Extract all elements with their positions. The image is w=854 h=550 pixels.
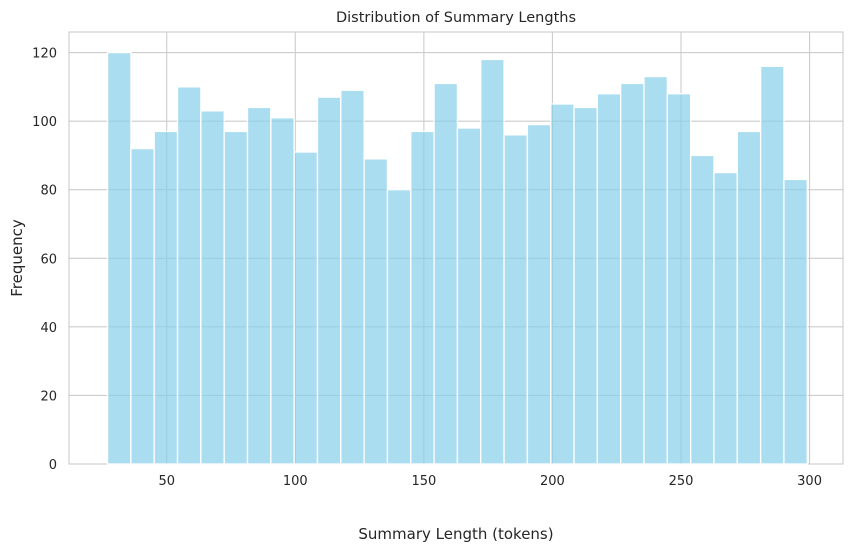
- histogram-bar: [596, 93, 622, 465]
- histogram-bar: [620, 82, 645, 465]
- histogram-bars: [106, 51, 808, 465]
- chart-title: Distribution of Summary Lengths: [336, 10, 576, 26]
- histogram-bar: [363, 158, 389, 465]
- histogram-bar: [433, 82, 459, 465]
- histogram-bar: [550, 103, 575, 465]
- x-axis-ticks: 50 100 150 200 250 300: [158, 474, 822, 489]
- y-tick-label: 120: [32, 47, 57, 62]
- histogram-bar: [643, 75, 668, 465]
- y-tick-label: 0: [49, 458, 57, 473]
- x-tick-label: 50: [158, 474, 175, 489]
- histogram-bar: [106, 51, 132, 465]
- y-tick-label: 80: [40, 184, 57, 199]
- histogram-bar: [526, 123, 552, 465]
- histogram-bar: [223, 130, 249, 465]
- histogram-bar: [456, 127, 482, 465]
- x-tick-label: 200: [540, 474, 565, 489]
- x-tick-label: 100: [283, 474, 308, 489]
- x-tick-label: 150: [411, 474, 436, 489]
- histogram-bar: [270, 117, 295, 465]
- histogram-bar: [153, 130, 179, 465]
- histogram-bar: [246, 106, 272, 465]
- histogram-bar: [736, 130, 762, 465]
- y-tick-label: 20: [40, 389, 57, 404]
- histogram-bar: [666, 93, 692, 465]
- histogram-bar: [386, 189, 412, 465]
- histogram-bar: [293, 151, 319, 465]
- histogram-bar: [573, 106, 599, 465]
- histogram-bar: [316, 96, 342, 465]
- histogram-bar: [176, 86, 202, 465]
- histogram-bar: [480, 58, 505, 465]
- y-axis-ticks: 0 20 40 60 80 100 120: [32, 47, 57, 473]
- histogram-bar: [689, 154, 715, 465]
- histogram-bar: [340, 89, 365, 465]
- y-tick-label: 100: [32, 115, 57, 130]
- histogram-bar: [200, 110, 225, 465]
- histogram-bar: [503, 134, 529, 465]
- y-axis-label: Frequency: [8, 219, 26, 297]
- x-tick-label: 300: [797, 474, 822, 489]
- histogram-bar: [410, 130, 435, 465]
- histogram-bar: [783, 178, 808, 465]
- histogram-bar: [130, 147, 155, 465]
- histogram-bar: [759, 65, 785, 465]
- y-tick-label: 60: [40, 252, 57, 267]
- histogram-bar: [713, 171, 738, 465]
- x-tick-label: 250: [669, 474, 694, 489]
- x-axis-label: Summary Length (tokens): [358, 525, 553, 543]
- y-tick-label: 40: [40, 321, 57, 336]
